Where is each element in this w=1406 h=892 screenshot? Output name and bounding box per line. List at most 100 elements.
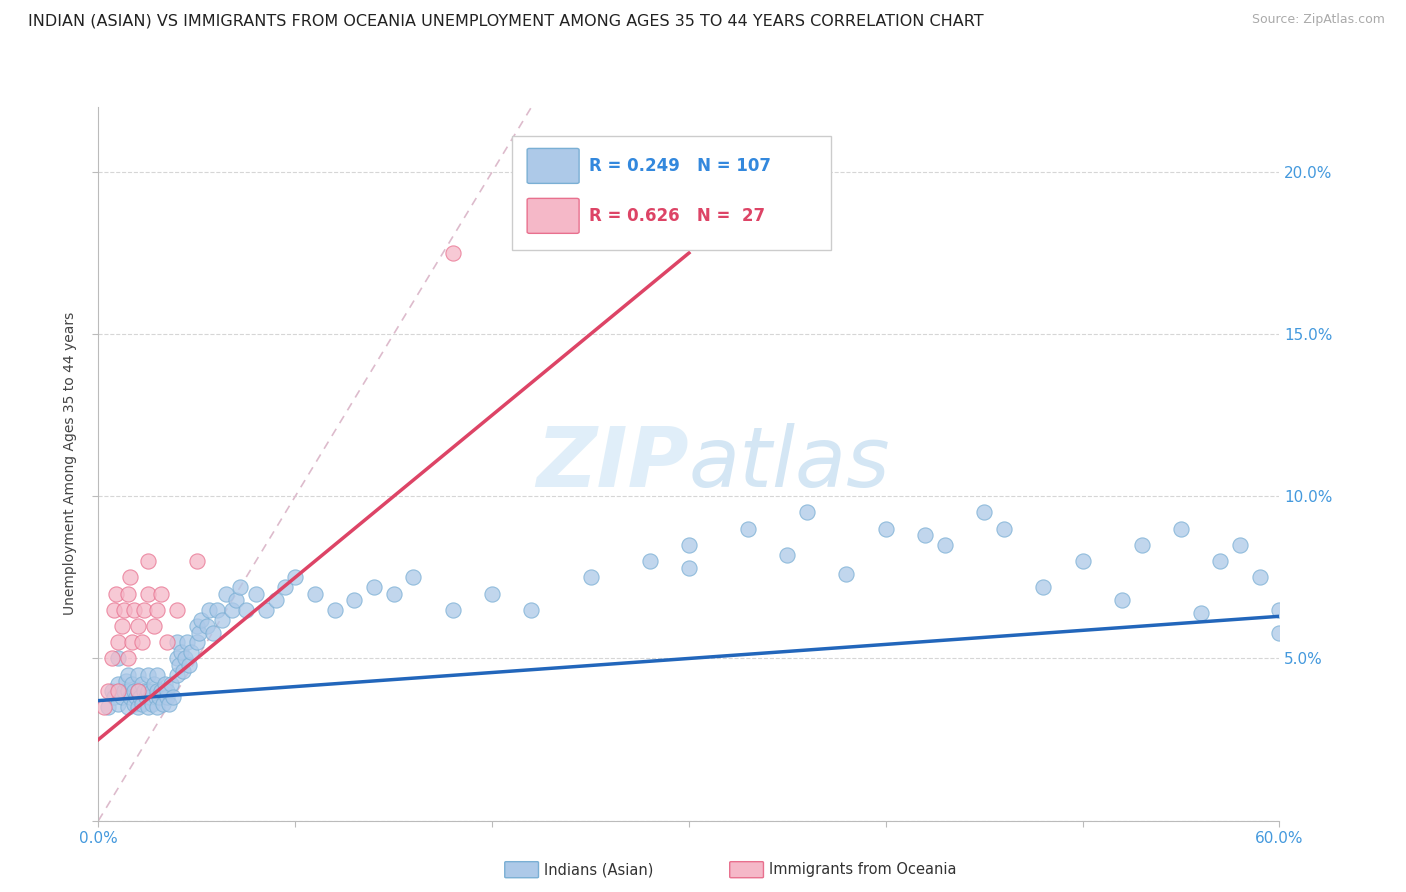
- Point: [97, 684, 120, 698]
- Point: [1032, 580, 1054, 594]
- Point: [678, 538, 700, 552]
- Point: [148, 690, 170, 705]
- Point: [166, 667, 188, 681]
- Point: [121, 677, 143, 691]
- Point: [205, 603, 228, 617]
- Point: [101, 684, 124, 698]
- Point: [197, 603, 219, 617]
- Point: [112, 684, 135, 698]
- Point: [121, 635, 143, 649]
- Point: [229, 580, 252, 594]
- Text: INDIAN (ASIAN) VS IMMIGRANTS FROM OCEANIA UNEMPLOYMENT AMONG AGES 35 TO 44 YEARS: INDIAN (ASIAN) VS IMMIGRANTS FROM OCEANI…: [28, 13, 984, 29]
- Point: [166, 603, 188, 617]
- Text: Source: ZipAtlas.com: Source: ZipAtlas.com: [1251, 13, 1385, 27]
- Point: [93, 700, 115, 714]
- Point: [638, 554, 661, 568]
- Point: [97, 700, 120, 714]
- Point: [122, 603, 145, 617]
- Point: [993, 522, 1015, 536]
- Point: [186, 635, 208, 649]
- Point: [131, 635, 153, 649]
- Point: [128, 690, 150, 705]
- Point: [156, 635, 179, 649]
- Point: [131, 677, 153, 691]
- Point: [1170, 522, 1192, 536]
- Point: [160, 677, 183, 691]
- Point: [127, 667, 149, 681]
- Point: [402, 570, 425, 584]
- Point: [122, 684, 145, 698]
- Point: [135, 690, 157, 705]
- Point: [167, 657, 190, 672]
- Point: [1189, 606, 1212, 620]
- Point: [520, 603, 543, 617]
- Point: [180, 645, 202, 659]
- FancyBboxPatch shape: [527, 148, 579, 184]
- Point: [107, 635, 129, 649]
- Point: [127, 619, 149, 633]
- Point: [107, 684, 129, 698]
- Point: [146, 700, 169, 714]
- Text: atlas: atlas: [689, 424, 890, 504]
- Point: [875, 522, 897, 536]
- Point: [245, 586, 267, 600]
- Point: [105, 586, 128, 600]
- Point: [132, 603, 155, 617]
- Point: [157, 697, 180, 711]
- Point: [776, 548, 799, 562]
- Point: [156, 690, 179, 705]
- Point: [225, 593, 247, 607]
- Point: [166, 651, 188, 665]
- Point: [136, 586, 159, 600]
- Point: [211, 613, 233, 627]
- Point: [131, 697, 153, 711]
- Point: [264, 593, 287, 607]
- Text: ZIP: ZIP: [536, 424, 689, 504]
- Point: [363, 580, 385, 594]
- Point: [127, 700, 149, 714]
- Point: [174, 651, 197, 665]
- Point: [112, 603, 135, 617]
- Point: [1130, 538, 1153, 552]
- Point: [1268, 625, 1291, 640]
- Point: [190, 613, 212, 627]
- Point: [579, 570, 602, 584]
- Point: [170, 645, 193, 659]
- Point: [117, 651, 139, 665]
- Point: [136, 667, 159, 681]
- Point: [103, 603, 125, 617]
- Point: [1249, 570, 1271, 584]
- Point: [127, 684, 149, 698]
- Point: [150, 684, 173, 698]
- Point: [186, 619, 208, 633]
- Point: [107, 651, 129, 665]
- Text: Immigrants from Oceania: Immigrants from Oceania: [769, 863, 956, 877]
- Text: Indians (Asian): Indians (Asian): [544, 863, 654, 877]
- Y-axis label: Unemployment Among Ages 35 to 44 years: Unemployment Among Ages 35 to 44 years: [63, 312, 77, 615]
- FancyBboxPatch shape: [512, 136, 831, 250]
- Point: [111, 619, 134, 633]
- Point: [142, 677, 165, 691]
- Point: [117, 667, 139, 681]
- Point: [1209, 554, 1232, 568]
- Point: [441, 603, 464, 617]
- Point: [914, 528, 936, 542]
- Point: [796, 506, 818, 520]
- Point: [125, 690, 148, 705]
- Point: [111, 690, 134, 705]
- Point: [127, 684, 149, 698]
- Point: [304, 586, 326, 600]
- Point: [141, 697, 163, 711]
- Point: [382, 586, 405, 600]
- Point: [101, 651, 124, 665]
- Point: [141, 684, 163, 698]
- Point: [117, 700, 139, 714]
- Point: [117, 586, 139, 600]
- Point: [107, 677, 129, 691]
- Point: [115, 674, 138, 689]
- Point: [215, 586, 238, 600]
- Point: [118, 570, 141, 584]
- Point: [973, 506, 995, 520]
- Point: [678, 560, 700, 574]
- Point: [122, 697, 145, 711]
